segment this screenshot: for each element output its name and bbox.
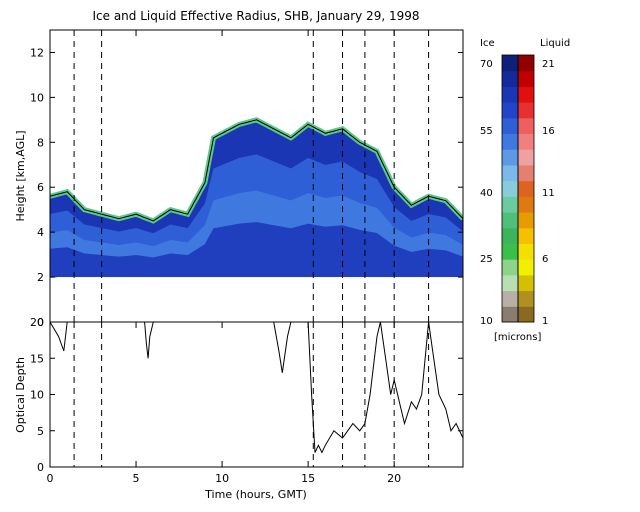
cloud-field: [50, 117, 463, 322]
colorbar-swatch: [502, 290, 518, 307]
ice-tick-label: 25: [480, 254, 493, 265]
colorbar-ice-header: Ice: [480, 38, 495, 49]
optical-depth-line: [50, 322, 463, 454]
colorbar-swatch: [518, 149, 534, 166]
optical-depth-tick-label: 20: [30, 316, 44, 329]
optical-depth-axis-label: Optical Depth: [14, 357, 27, 433]
colorbar-swatch: [502, 259, 518, 276]
height-tick-label: 10: [30, 91, 44, 104]
colorbar-swatch: [502, 196, 518, 213]
height-tick-label: 2: [37, 271, 44, 284]
liquid-tick-label: 21: [542, 59, 555, 70]
ice-tick-label: 55: [480, 126, 493, 137]
height-tick-label: 4: [37, 226, 44, 239]
colorbar-swatch: [518, 55, 534, 72]
colorbar-swatch: [502, 306, 518, 323]
colorbar-swatch: [518, 102, 534, 119]
colorbar-swatch: [502, 243, 518, 260]
height-tick-label: 12: [30, 46, 44, 59]
colorbar-swatch: [502, 180, 518, 197]
time-tick-label: 0: [47, 472, 54, 485]
colorbar-swatch: [518, 243, 534, 260]
liquid-tick-label: 1: [542, 316, 548, 327]
no-data-region: [56, 277, 463, 322]
colorbar-swatch: [502, 212, 518, 229]
colorbar-swatch: [502, 70, 518, 87]
colorbar-swatch: [518, 117, 534, 135]
height-tick-label: 0: [37, 316, 44, 329]
ice-tick-label: 10: [480, 316, 493, 327]
liquid-tick-label: 11: [542, 188, 555, 199]
colorbar-swatch: [518, 133, 534, 150]
ice-tick-label: 40: [480, 188, 493, 199]
effective-radius-panel: 0 2 4 6 8 10 12 Height [km,AGL]: [14, 29, 464, 329]
optical-depth-tick-label: 5: [37, 425, 44, 438]
colorbar-swatch: [518, 290, 534, 307]
time-tick-label: 5: [133, 472, 140, 485]
colorbar-swatch: [502, 149, 518, 166]
colorbar-swatch: [518, 306, 534, 323]
colorbar-swatch: [518, 180, 534, 197]
optical-depth-tick-label: 0: [37, 461, 44, 474]
time-tick-label: 15: [301, 472, 315, 485]
colorbar-ticks: 70 55 40 25 10 21 16 11 6 1: [480, 59, 555, 327]
bottom-panel-frame: [49, 321, 464, 468]
colorbar: Ice Liquid 70 55 40 25 10 21 16 11 6 1 [microns]: [480, 38, 570, 343]
cloud-band: [50, 222, 463, 278]
chart-title: Ice and Liquid Effective Radius, SHB, Ja…: [92, 9, 419, 23]
height-tick-label: 6: [37, 181, 44, 194]
liquid-scale-frame: [517, 54, 535, 323]
ice-tick-label: 70: [480, 59, 493, 70]
colorbar-swatch: [518, 86, 534, 103]
colorbar-swatch: [502, 117, 518, 135]
time-axis: 0 5 10 15 20: [47, 30, 401, 485]
colorbar-swatch: [502, 227, 518, 244]
colorbar-swatch: [518, 259, 534, 276]
bottom-dashed-lines: [73, 322, 430, 467]
colorbar-swatch: [502, 55, 518, 72]
liquid-tick-label: 6: [542, 254, 548, 265]
height-axis: 0 2 4 6 8 10 12: [30, 46, 463, 329]
colorbar-swatch: [518, 196, 534, 213]
top-dashed-lines: [73, 30, 430, 322]
height-tick-label: 8: [37, 136, 44, 149]
ice-color-scale: [502, 55, 518, 323]
optical-depth-tick-label: 10: [30, 389, 44, 402]
colorbar-swatch: [502, 274, 518, 292]
time-tick-label: 20: [387, 472, 401, 485]
colorbar-swatch: [518, 70, 534, 87]
liquid-color-scale: [518, 55, 534, 323]
colorbar-swatch: [502, 86, 518, 103]
colorbar-swatch: [518, 274, 534, 292]
colorbar-swatch: [502, 164, 518, 182]
colorbar-liquid-header: Liquid: [540, 38, 570, 49]
height-axis-label: Height [km,AGL]: [14, 130, 27, 221]
colorbar-swatch: [518, 227, 534, 244]
colorbar-swatch: [502, 102, 518, 119]
colorbar-swatch: [518, 212, 534, 229]
time-tick-label: 10: [215, 472, 229, 485]
colorbar-swatch: [502, 133, 518, 150]
optical-depth-tick-label: 15: [30, 352, 44, 365]
colorbar-swatch: [518, 164, 534, 182]
colorbar-units: [microns]: [494, 332, 541, 343]
time-axis-label: Time (hours, GMT): [204, 488, 307, 501]
liquid-tick-label: 16: [542, 126, 555, 137]
optical-depth-axis: 0 5 10 15 20: [30, 316, 463, 474]
